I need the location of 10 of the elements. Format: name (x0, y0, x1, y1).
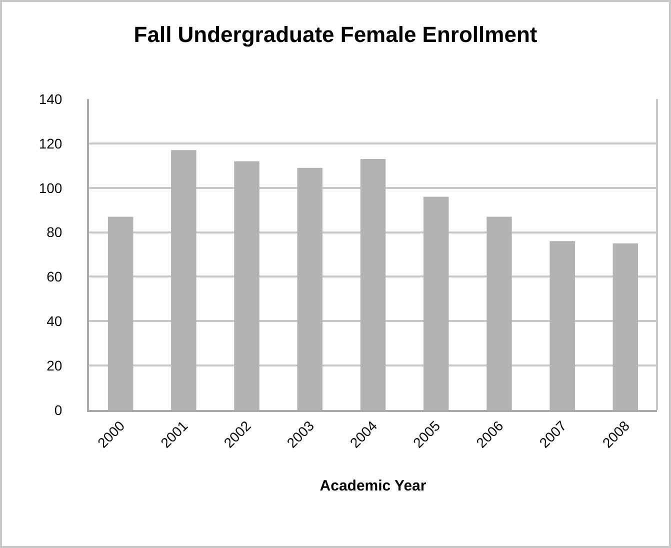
x-axis-title: Academic Year (320, 477, 426, 494)
chart-title: Fall Undergraduate Female Enrollment (134, 22, 538, 47)
y-tick-label: 120 (38, 135, 62, 152)
y-tick-label: 140 (38, 90, 62, 107)
y-tick-label: 80 (46, 224, 62, 240)
y-tick-label: 40 (46, 313, 62, 330)
y-tick-label: 0 (54, 402, 62, 418)
y-tick-label: 100 (38, 180, 62, 196)
y-tick-label: 60 (46, 268, 62, 285)
y-tick-label: 20 (46, 357, 62, 374)
